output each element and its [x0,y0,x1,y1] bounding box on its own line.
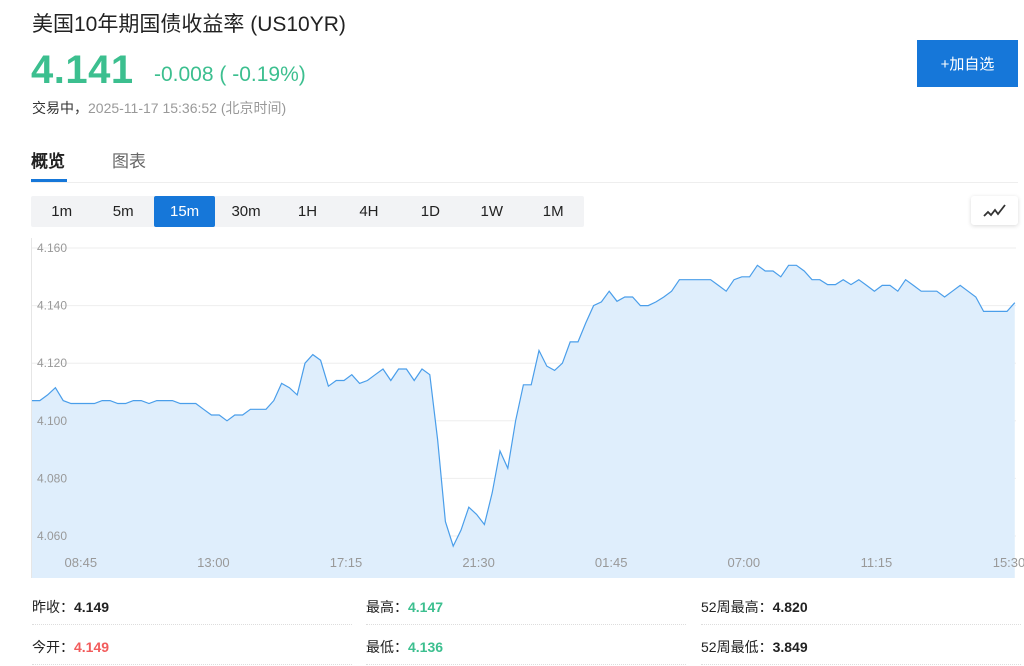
stat-value: 4.149 [74,599,110,615]
timestamp: 2025-11-17 15:36:52 [88,100,217,116]
stat-label: 52周最低： [701,639,773,655]
instrument-name: 美国10年期国债收益率 [32,13,245,36]
timeframe-selector: 1m 5m 15m 30m 1H 4H 1D 1W 1M [31,196,584,227]
stat-value: 4.136 [408,639,444,655]
stat-label: 52周最高： [701,599,773,615]
timeframe-1mo[interactable]: 1M [542,203,564,220]
x-tick-label: 17:15 [330,555,363,570]
price-line [31,264,1016,548]
stat-divider [366,664,686,665]
timeframe-15m[interactable]: 15m [153,196,216,227]
area-fill [32,265,1015,578]
timeframe-1m[interactable]: 1m [51,203,73,220]
status-label: 交易中， [32,100,88,116]
stat-divider [701,624,1021,625]
instrument-symbol: (US10YR) [250,13,346,36]
y-tick-label: 4.100 [37,414,67,428]
tab-divider [31,182,1018,183]
stat-label: 今开： [32,639,74,655]
page-title: 美国10年期国债收益率 (US10YR) [32,8,346,38]
x-tick-label: 13:00 [197,555,230,570]
timezone: (北京时间) [220,100,287,116]
active-tab-indicator [31,179,67,182]
x-tick-label: 01:45 [595,555,628,570]
stat-item: 昨收：4.149 [32,597,109,617]
stat-divider [701,664,1021,665]
stat-value: 4.147 [408,599,444,615]
timeframe-4h[interactable]: 4H [359,203,379,220]
tab-overview[interactable]: 概览 [31,152,65,171]
timeframe-1w[interactable]: 1W [480,203,504,220]
timeframe-1h[interactable]: 1H [297,203,318,220]
stat-label: 最低： [366,639,408,655]
change-value: -0.008 [154,63,214,86]
stat-item: 今开：4.149 [32,637,109,657]
change-percent: ( -0.19%) [219,63,306,86]
price-change: -0.008 ( -0.19%) [154,63,306,87]
x-tick-label: 15:30 [993,555,1024,570]
y-tick-label: 4.060 [37,529,67,543]
add-watchlist-button[interactable]: +加自选 [917,40,1018,87]
x-tick-label: 11:15 [861,555,893,570]
stat-value: 4.820 [772,599,808,615]
timeframe-30m[interactable]: 30m [231,203,261,220]
x-tick-label: 07:00 [728,555,761,570]
x-tick-label: 08:45 [65,555,98,570]
stat-value: 3.849 [772,639,808,655]
y-tick-label: 4.080 [37,471,67,485]
stat-item: 最低：4.136 [366,637,443,657]
y-tick-label: 4.140 [37,299,67,313]
stat-item: 52周最高：4.820 [701,597,808,617]
stat-item: 最高：4.147 [366,597,443,617]
y-tick-label: 4.160 [37,241,67,255]
timeframe-5m[interactable]: 5m [112,203,134,220]
trading-status: 交易中，2025-11-17 15:36:52 (北京时间) [32,98,286,118]
chart-type-button[interactable] [971,196,1018,225]
stat-label: 昨收： [32,599,74,615]
current-price: 4.141 [31,48,134,92]
stat-value: 4.149 [74,639,110,655]
timeframe-1d[interactable]: 1D [420,203,440,220]
stat-label: 最高： [366,599,408,615]
tab-chart[interactable]: 图表 [112,152,146,171]
stat-divider [32,624,352,625]
price-chart[interactable]: 4.160 4.140 4.120 4.100 4.080 4.060 08:45 13:00… [0,236,1024,580]
stat-divider [32,664,352,665]
stat-item: 52周最低：3.849 [701,637,808,657]
line-chart-icon [982,203,1006,217]
stat-divider [366,624,686,625]
y-tick-label: 4.120 [37,356,67,370]
x-tick-label: 21:30 [462,555,495,570]
chart-left-border [31,238,32,578]
